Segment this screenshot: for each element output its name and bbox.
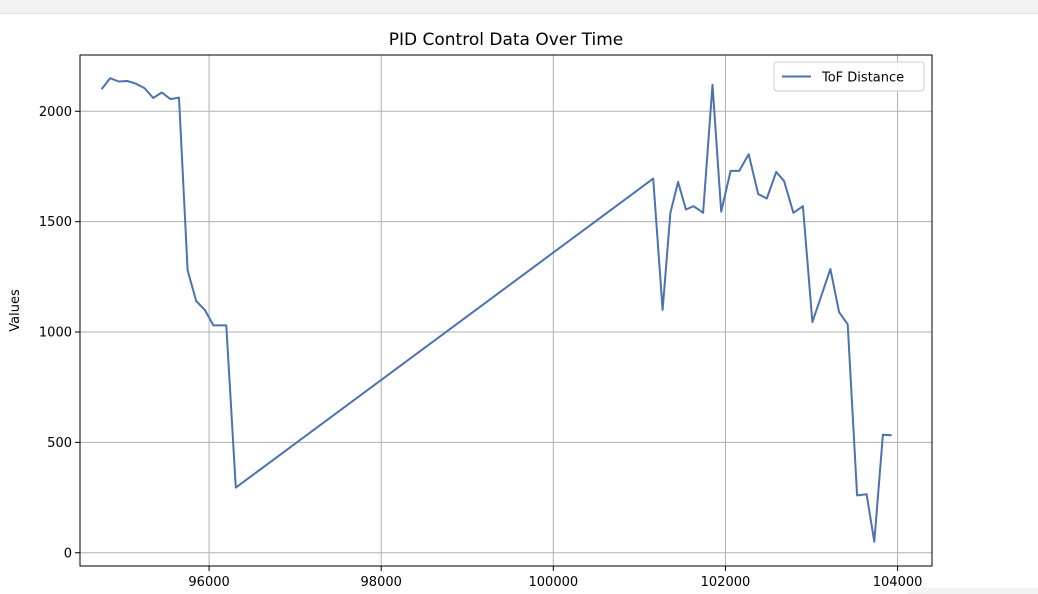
x-tick-label: 96000: [188, 575, 229, 590]
legend: ToF Distance: [773, 61, 925, 92]
x-tick-label: 100000: [529, 575, 579, 590]
plot-frame: [79, 54, 933, 567]
series-line: [100, 77, 892, 543]
y-tick-label: 2000: [39, 105, 72, 120]
series-layer: [100, 77, 892, 543]
grid-lines: [80, 55, 932, 566]
y-tick-label: 500: [47, 436, 72, 451]
x-tick-label: 98000: [361, 575, 402, 590]
x-tick-label: 102000: [701, 575, 751, 590]
scroll-corner: [908, 588, 1038, 594]
legend-label: ToF Distance: [821, 71, 904, 86]
axis-ticks: 96000 98000 100000 102000 104000 0 500 1000 1500…: [39, 105, 922, 590]
chart-title: PID Control Data Over Time: [389, 30, 624, 50]
y-tick-label: 1000: [39, 326, 72, 341]
y-tick-label: 1500: [39, 215, 72, 230]
y-tick-label: 0: [64, 546, 72, 561]
x-tick-label: 104000: [873, 575, 923, 590]
legend-box: [773, 61, 925, 92]
y-axis-label: Values: [8, 289, 23, 332]
window-top-bar: [0, 0, 1038, 14]
